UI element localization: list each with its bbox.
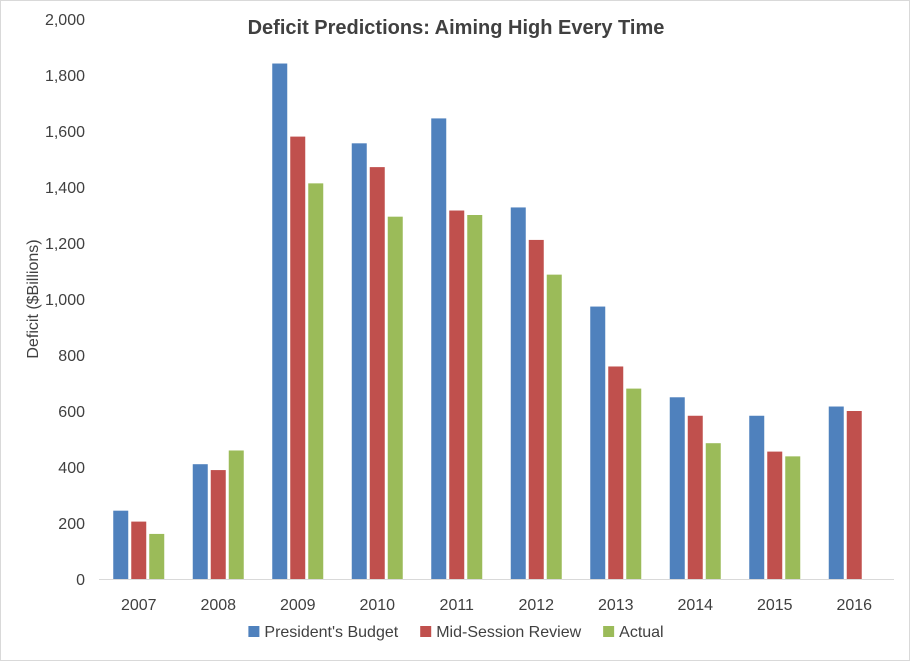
x-tick-label: 2009 (280, 597, 316, 614)
bar (467, 215, 483, 579)
bar (131, 521, 147, 579)
legend-swatch (603, 626, 615, 637)
y-axis-label: Deficit ($Billions) (25, 239, 42, 358)
y-tick-label: 1,400 (45, 180, 85, 197)
bar (369, 167, 385, 579)
x-tick-label: 2008 (200, 597, 236, 614)
y-tick-label: 1,200 (45, 236, 85, 253)
bar (528, 239, 544, 580)
bar (785, 456, 801, 579)
y-tick-label: 1,800 (45, 68, 85, 85)
bar (846, 411, 862, 579)
bar (210, 470, 226, 579)
y-tick-label: 600 (58, 404, 85, 421)
bar (767, 451, 783, 579)
legend-swatch (248, 626, 260, 637)
bar (546, 274, 562, 579)
y-tick-label: 2,000 (45, 12, 85, 29)
x-tick-label: 2010 (359, 597, 395, 614)
bar (608, 366, 624, 579)
bar (828, 406, 844, 579)
bar (626, 388, 642, 579)
bar (272, 63, 288, 579)
x-tick-label: 2015 (757, 597, 793, 614)
bar (351, 143, 367, 579)
x-tick-label: 2012 (518, 597, 554, 614)
bar (705, 443, 721, 579)
y-tick-label: 200 (58, 516, 85, 533)
x-tick-label: 2014 (677, 597, 713, 614)
bar (590, 306, 606, 579)
bar (308, 183, 324, 580)
y-tick-label: 0 (76, 572, 85, 589)
x-tick-label: 2007 (121, 597, 157, 614)
bar (669, 397, 685, 579)
y-tick-label: 400 (58, 460, 85, 477)
x-tick-label: 2011 (440, 597, 475, 614)
bar (149, 533, 165, 579)
bar (290, 136, 306, 579)
plot-area: 0 200 400 600 800 1,000 1,200 1,400 1,600 1,800 2,… (45, 12, 894, 614)
bar (449, 210, 465, 579)
chart-title: Deficit Predictions: Aiming High Every T… (248, 17, 665, 39)
bar (228, 450, 244, 579)
y-tick-label: 800 (58, 348, 85, 365)
legend-label: President's Budget (264, 624, 398, 641)
bar (510, 207, 526, 579)
x-tick-label: 2016 (836, 597, 872, 614)
bar (192, 464, 208, 579)
legend-swatch (420, 626, 432, 637)
bar (431, 118, 447, 580)
bar (113, 510, 129, 579)
y-tick-label: 1,000 (45, 292, 85, 309)
y-tick-label: 1,600 (45, 124, 85, 141)
bar (749, 415, 765, 579)
legend: President's Budget Mid-Session Review Actu… (248, 624, 664, 641)
legend-label: Actual (619, 624, 663, 641)
legend-label: Mid-Session Review (436, 624, 581, 641)
x-tick-label: 2013 (598, 597, 634, 614)
bar (687, 415, 703, 579)
bar (387, 216, 403, 579)
